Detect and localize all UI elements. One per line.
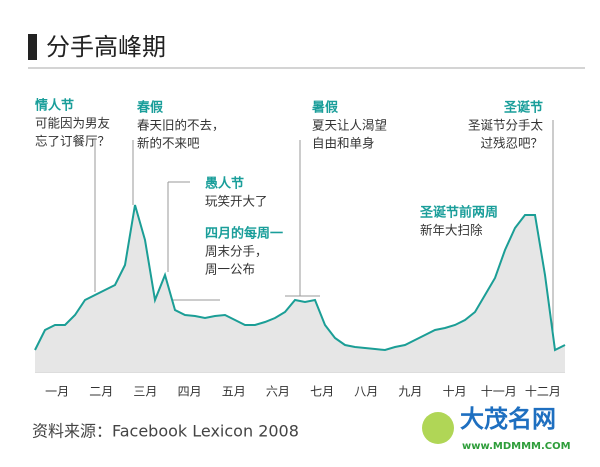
annotation-title: 情人节 (35, 98, 74, 114)
area (35, 205, 565, 372)
annotation-text: 圣诞节分手太 (468, 118, 544, 133)
annotation-title: 春假 (136, 100, 164, 116)
x-tick-label: 三月 (133, 385, 157, 399)
x-tick-label: 九月 (398, 385, 422, 399)
annotation-title: 愚人节 (205, 176, 244, 192)
logo-name: 大茂名网 (460, 405, 556, 433)
annotation-text: 过残忍吧？ (480, 136, 543, 151)
x-tick-label: 一月 (45, 385, 69, 399)
x-tick-label: 二月 (89, 385, 113, 399)
x-tick-label: 六月 (266, 385, 290, 399)
annotation-title: 圣诞节 (504, 100, 543, 116)
line (34, 204, 566, 352)
x-tick-label: 五月 (222, 385, 246, 399)
logo-icon (422, 412, 454, 444)
x-tick-label: 四月 (178, 385, 202, 399)
annotation-text: 玩笑开大了 (205, 194, 268, 209)
annotation-text: 春天旧的不去， (137, 118, 225, 133)
logo-url: www.MDMMM.COM (462, 441, 571, 452)
title-bar (28, 34, 37, 60)
annotation-text: 忘了订餐厅？ (35, 134, 110, 149)
source: 资料来源：Facebook Lexicon 2008 (32, 422, 299, 441)
annotation-text: 周一公布 (205, 262, 255, 277)
annotation-text: 新年大扫除 (420, 223, 483, 238)
annotation-text: 夏天让人渴望 (312, 118, 387, 133)
x-tick-label: 十月 (443, 385, 467, 399)
annotation-text: 可能因为男友 (35, 116, 110, 131)
chart-title: 分手高峰期 (46, 33, 166, 61)
annotation-title: 暑假 (311, 100, 339, 116)
annotation-text: 周末分手， (205, 244, 268, 259)
x-tick-label: 八月 (354, 385, 378, 399)
annotation-title: 圣诞节前两周 (420, 205, 498, 221)
annotation-text: 自由和单身 (312, 136, 375, 151)
x-tick-label: 七月 (310, 385, 334, 399)
annotation-text: 新的不来吧 (137, 136, 200, 151)
x-tick-label: 十一月 (481, 385, 517, 399)
x-tick-label: 十二月 (525, 385, 561, 399)
annotation-title: 四月的每周一 (205, 226, 283, 242)
